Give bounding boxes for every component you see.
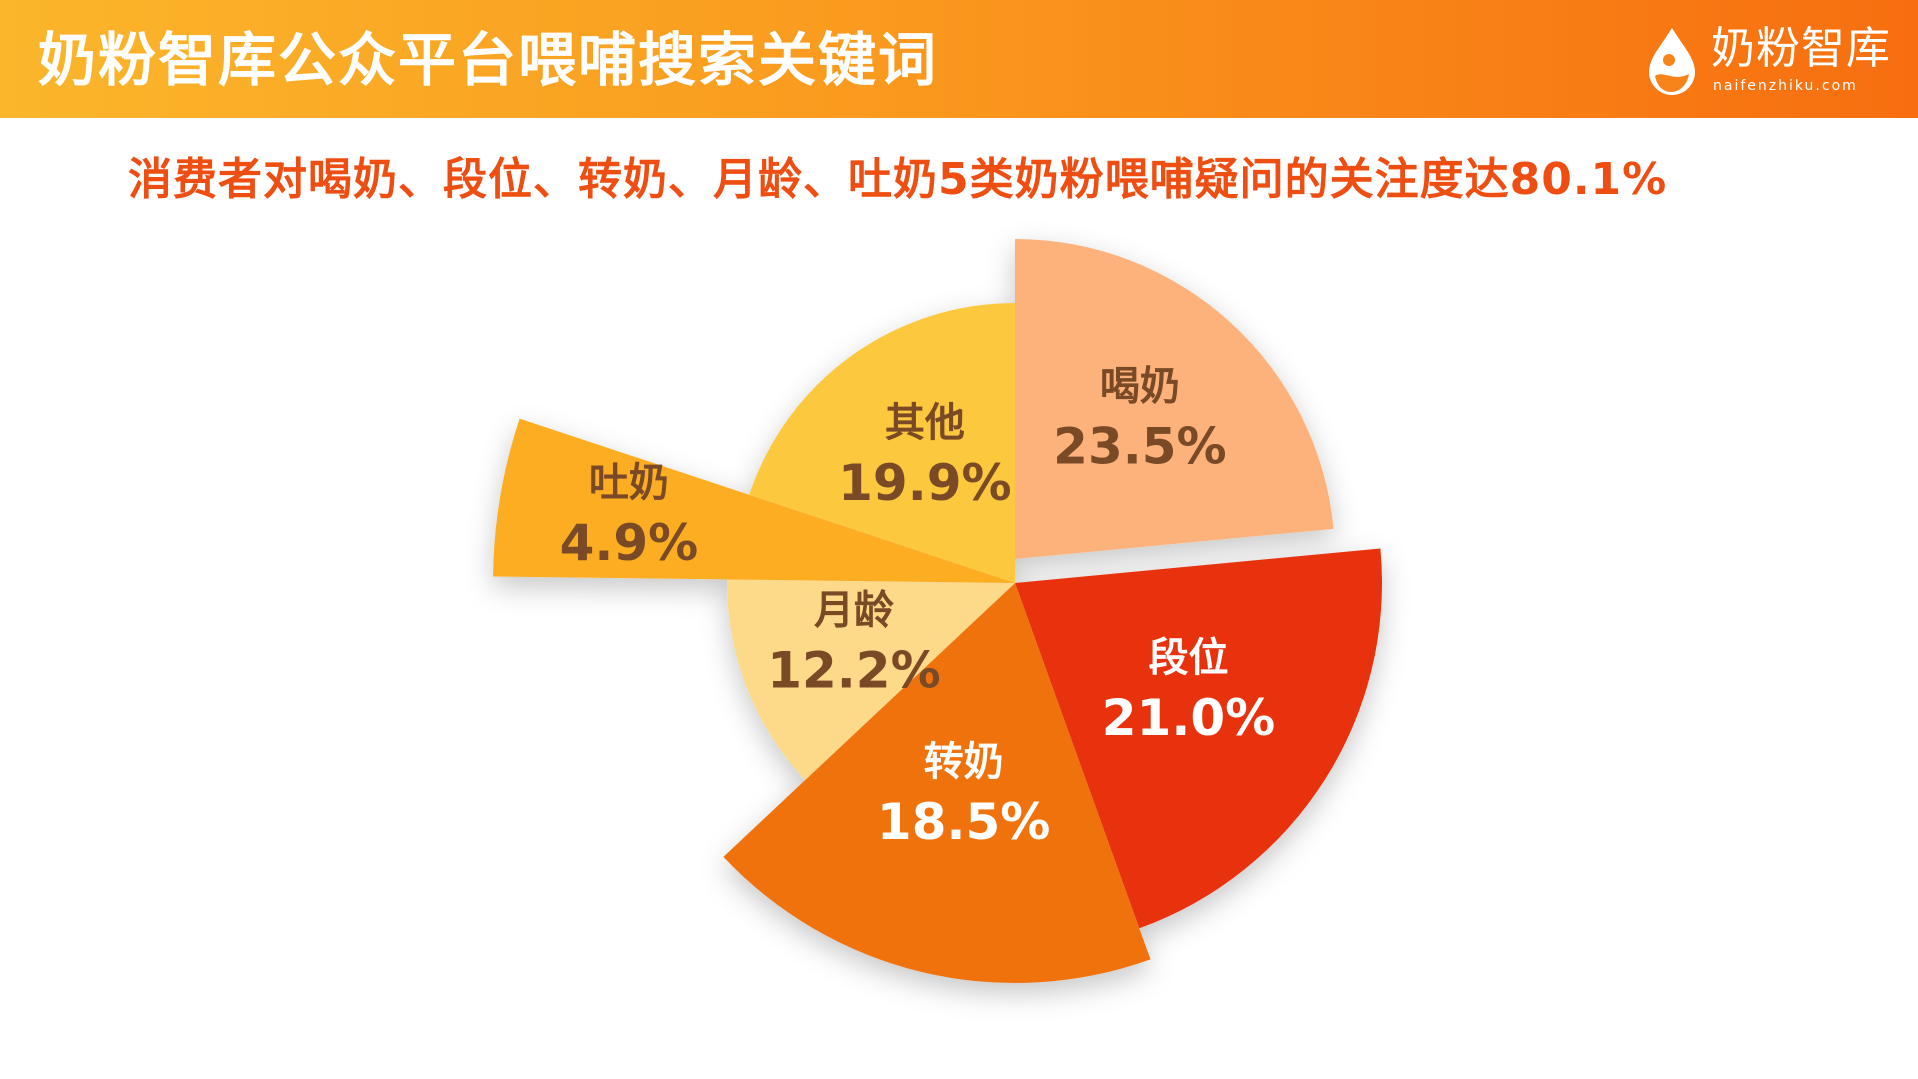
pie-slice-1 xyxy=(1015,239,1334,559)
slice-label: 段位 xyxy=(1149,635,1229,681)
slice-value-label: 23.5% xyxy=(1053,418,1226,476)
pie-slice-6 xyxy=(749,303,1015,583)
slice-value-label: 18.5% xyxy=(877,793,1050,851)
slice-value-label: 21.0% xyxy=(1102,689,1275,747)
chart-subtitle: 消费者对喝奶、段位、转奶、月龄、吐奶5类奶粉喂哺疑问的关注度达80.1% xyxy=(128,154,1668,205)
pie-slice-4 xyxy=(727,579,1015,781)
milk-drop-icon xyxy=(1649,28,1695,95)
slice-label: 月龄 xyxy=(814,588,894,634)
slice-label: 喝奶 xyxy=(1100,364,1180,410)
slice-label: 吐奶 xyxy=(589,460,669,506)
slice-label: 其他 xyxy=(885,400,965,446)
slice-value-label: 12.2% xyxy=(767,642,940,700)
pie-slice-5 xyxy=(493,418,1015,583)
page-title: 奶粉智库公众平台喂哺搜索关键词 xyxy=(38,26,939,94)
pie-slice-3 xyxy=(723,583,1151,983)
brand-name: 奶粉智库 xyxy=(1711,23,1891,74)
slice-value-label: 19.9% xyxy=(838,454,1011,512)
pie-slice-2 xyxy=(1015,548,1382,929)
header-bar: 奶粉智库公众平台喂哺搜索关键词 奶粉智库 naifenzhiku.com xyxy=(0,0,1918,118)
brand-url: naifenzhiku.com xyxy=(1713,78,1858,94)
slice-value-label: 4.9% xyxy=(560,514,699,572)
brand-logo: 奶粉智库 naifenzhiku.com xyxy=(1643,22,1890,100)
slice-label: 转奶 xyxy=(924,739,1004,785)
